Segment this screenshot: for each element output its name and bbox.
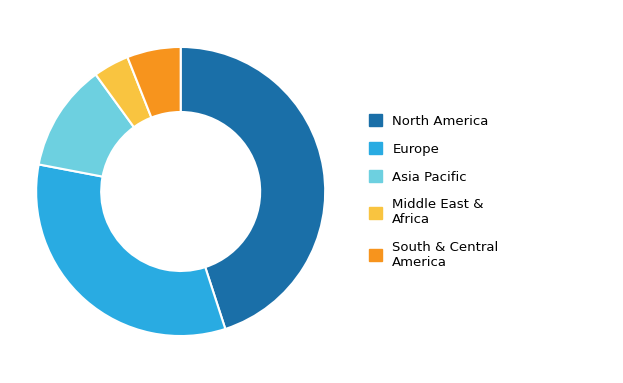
Legend: North America, Europe, Asia Pacific, Middle East &
Africa, South & Central
Ameri: North America, Europe, Asia Pacific, Mid… [363,109,504,274]
Wedge shape [181,47,325,329]
Wedge shape [36,164,226,336]
Wedge shape [39,75,134,177]
Wedge shape [96,57,151,127]
Wedge shape [128,47,181,118]
